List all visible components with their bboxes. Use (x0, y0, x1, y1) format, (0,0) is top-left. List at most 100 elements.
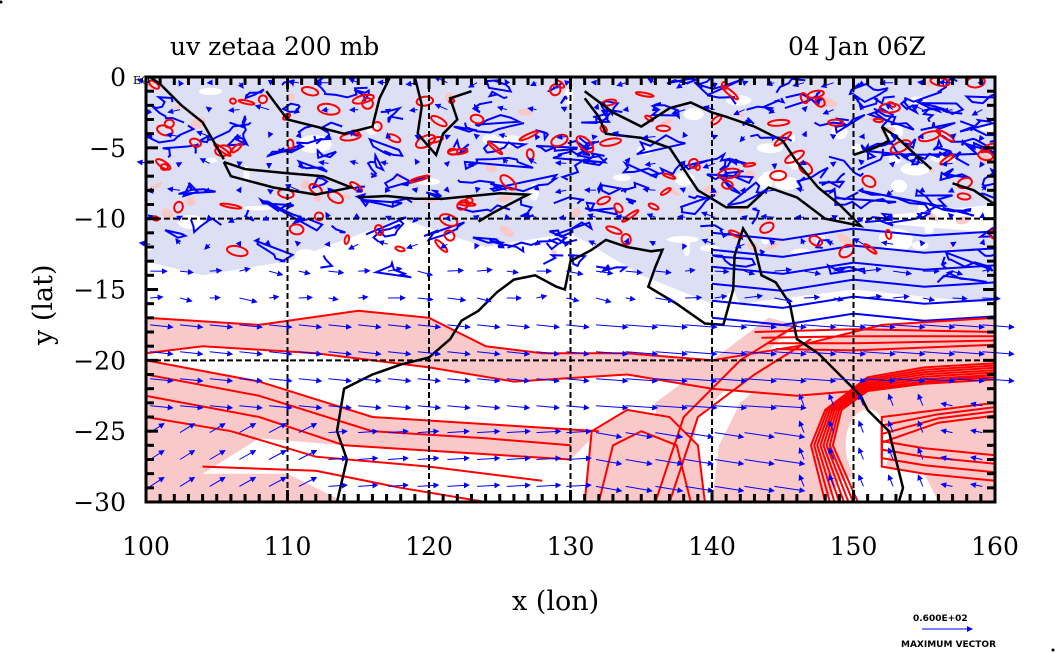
coastline-segment (583, 90, 865, 228)
positive-contour (655, 124, 671, 133)
wind-vector (952, 270, 964, 276)
wind-vector (950, 133, 957, 140)
wind-vector (625, 377, 659, 384)
positive-contour (613, 202, 624, 214)
positive-contour (761, 335, 995, 339)
wind-vector (655, 404, 688, 411)
wind-vector (863, 293, 883, 300)
wind-vector (178, 79, 185, 87)
wind-vector (358, 428, 379, 435)
wind-vector (267, 188, 274, 195)
wind-vector (621, 188, 629, 194)
wind-vector (978, 134, 985, 142)
wind-vector (744, 323, 777, 330)
negative-contour (620, 181, 650, 192)
wind-vector (893, 350, 926, 357)
wind-vector (227, 107, 240, 114)
positive-contour (819, 369, 995, 502)
wind-vector (179, 449, 196, 460)
negative-contour (856, 95, 895, 109)
y-axis-tick-labels: 0 −5 −10 −15 −20 −25 −30 (73, 63, 126, 517)
positive-contour (809, 362, 995, 502)
wind-vector (417, 482, 440, 489)
positive-contour (884, 229, 893, 240)
wind-vector (741, 215, 748, 221)
coastline-segment (335, 225, 905, 502)
positive-contour (889, 139, 912, 154)
wind-vector (527, 158, 537, 165)
wind-vectors (136, 76, 1015, 494)
x-tick-label: 100 (122, 532, 170, 561)
wind-vector (646, 213, 656, 219)
wind-vector (506, 404, 531, 411)
wind-vector (560, 106, 568, 113)
negative-contour (939, 167, 971, 182)
y-axis-label: y (lat) (28, 265, 59, 347)
negative-contour (575, 140, 596, 158)
wind-vector (523, 212, 537, 219)
wind-vector (979, 212, 986, 219)
wind-vector (506, 428, 531, 435)
wind-vector (820, 82, 834, 89)
wind-vector (857, 474, 864, 487)
x-tick-label: 110 (264, 532, 312, 561)
positive-contour (767, 118, 791, 127)
wind-vector (952, 323, 985, 330)
wind-vector (239, 323, 263, 330)
wind-vector (941, 160, 953, 167)
wind-vector (655, 297, 675, 304)
negative-contour (727, 181, 765, 207)
x-tick-label: 130 (547, 532, 595, 561)
wind-vector (595, 459, 623, 467)
wind-vector (206, 214, 213, 221)
negative-contour (353, 88, 370, 102)
wind-vector (417, 350, 442, 357)
wind-vector (558, 214, 567, 221)
wind-vector (644, 161, 656, 168)
wind-vector (863, 350, 896, 357)
wind-vector (655, 432, 684, 440)
wind-vector (209, 377, 234, 384)
wind-vector (356, 187, 363, 193)
negative-contour (596, 264, 629, 274)
wind-vector (803, 323, 837, 330)
wind-vector (477, 267, 493, 274)
wind-vector (679, 160, 686, 167)
wind-vector (857, 393, 864, 406)
wind-vector (167, 108, 181, 115)
wind-vector (801, 105, 808, 113)
wind-vector (504, 213, 511, 221)
wind-vector (298, 450, 318, 460)
wind-vector (358, 455, 379, 462)
wind-vector (980, 184, 987, 191)
negative-contour (915, 98, 935, 123)
wind-vector (417, 377, 442, 384)
wind-vector (287, 79, 299, 86)
positive-contour (694, 163, 701, 172)
wind-vector (744, 377, 777, 384)
positive-shade-patch (836, 233, 853, 247)
positive-contour (668, 338, 812, 502)
negative-contour (759, 249, 765, 257)
negative-contour (864, 212, 893, 224)
positive-contour (518, 130, 540, 142)
wind-vector (947, 212, 955, 220)
wind-vector (642, 134, 656, 141)
wind-vector (237, 82, 244, 89)
wind-vector (447, 323, 471, 330)
negative-contour (224, 135, 246, 147)
wind-vector (384, 215, 392, 222)
negative-contour (471, 100, 493, 114)
x-tick-label: 150 (830, 532, 878, 561)
wind-vector (298, 423, 318, 434)
positive-contour (773, 131, 793, 147)
y-tick-label: −25 (73, 417, 126, 446)
wind-vector (595, 350, 629, 357)
negative-contour (903, 77, 958, 103)
positive-contour (798, 160, 814, 176)
wind-vector (908, 158, 923, 165)
wind-vector (566, 323, 590, 330)
wind-vector (890, 133, 898, 140)
negative-contour (964, 93, 995, 105)
wind-vector (227, 216, 240, 223)
